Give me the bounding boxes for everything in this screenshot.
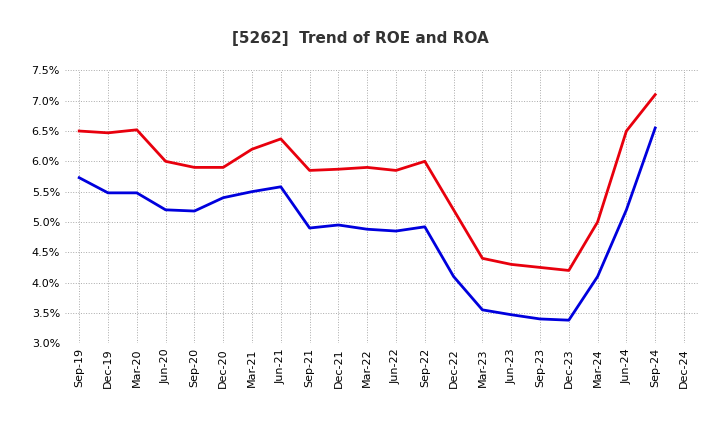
ROA [132,190,141,195]
ROE [104,130,112,136]
ROA [507,312,516,317]
ROA [449,274,458,279]
ROE [248,147,256,152]
ROE [392,168,400,173]
ROE [622,128,631,134]
ROA [219,195,228,200]
ROA [104,190,112,195]
ROE [593,219,602,224]
ROA [420,224,429,229]
ROA [593,274,602,279]
ROE [536,265,544,270]
ROA [248,189,256,194]
ROA [161,207,170,213]
Line: ROE: ROE [79,95,655,271]
ROA [478,307,487,312]
ROA [190,209,199,214]
ROA [622,207,631,213]
ROE [132,127,141,132]
ROE [651,92,660,97]
ROA [564,318,573,323]
ROE [420,159,429,164]
ROE [449,207,458,213]
ROA [334,222,343,227]
ROE [276,136,285,142]
ROE [161,159,170,164]
ROE [363,165,372,170]
ROA [305,225,314,231]
ROA [75,175,84,180]
ROA [536,316,544,322]
ROA [276,184,285,190]
ROA [363,227,372,232]
ROA [651,125,660,131]
Line: ROA: ROA [79,128,655,320]
ROE [305,168,314,173]
ROE [219,165,228,170]
ROE [75,128,84,134]
ROE [564,268,573,273]
ROA [392,228,400,234]
ROE [507,262,516,267]
ROE [334,167,343,172]
ROE [478,256,487,261]
ROE [190,165,199,170]
Text: [5262]  Trend of ROE and ROA: [5262] Trend of ROE and ROA [232,31,488,46]
